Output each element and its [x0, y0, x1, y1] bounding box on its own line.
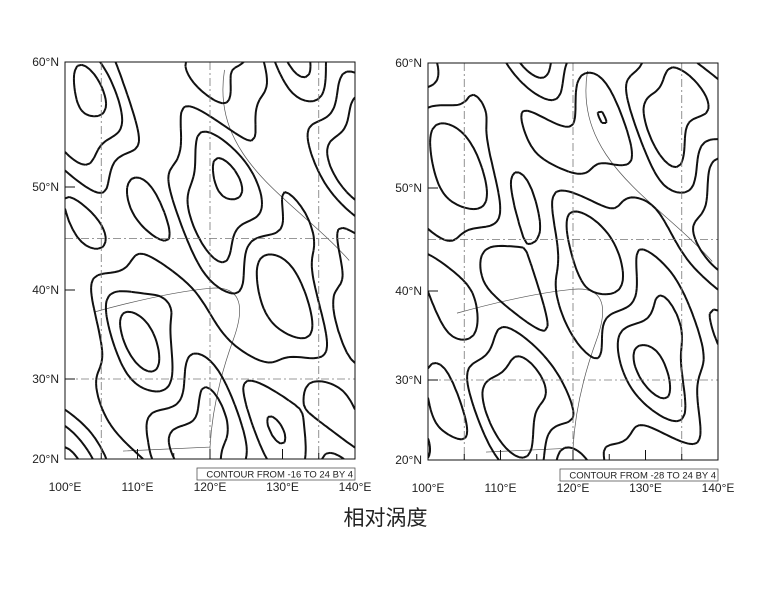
contour-info: CONTOUR FROM -16 TO 24 BY 4 [206, 470, 353, 481]
x-tick-label: 110°E [485, 481, 517, 495]
y-tick-label: 30°N [395, 373, 422, 387]
x-tick-label: 130°E [629, 481, 662, 495]
contour-line [65, 62, 312, 459]
contour-info-box [559, 468, 719, 482]
contour-info: CONTOUR FROM -28 TO 24 BY 4 [569, 471, 716, 482]
contour-line [596, 110, 672, 400]
y-tick-label: 20°N [395, 453, 422, 467]
x-tick-label: 120°E [557, 481, 590, 495]
map-panel-2: 100°E 110°E 120°E 130°E 140°E 20°N 30°N 40°N 50°… [395, 56, 734, 495]
y-tick-label: 60°N [395, 56, 422, 70]
y-tick-label: 40°N [395, 284, 422, 298]
figure-caption: 相对涡度 [343, 506, 428, 530]
contour-lines [65, 62, 355, 459]
y-tick-label: 40°N [32, 283, 59, 297]
y-tick-label: 60°N [32, 55, 59, 69]
contour-line [429, 63, 718, 459]
map-panel-1: 100°E 110°E 120°E 130°E 140°E 20°N 30°N 40°N 50°… [32, 55, 371, 494]
contour-info-box [196, 467, 356, 481]
contour-line [65, 62, 355, 459]
y-tick-label: 30°N [32, 372, 59, 386]
contour-line [428, 63, 718, 460]
x-tick-label: 140°E [339, 480, 372, 494]
x-tick-label: 110°E [122, 480, 154, 494]
x-tick-label: 130°E [266, 480, 299, 494]
contour-lines [428, 63, 718, 460]
contour-line [65, 62, 355, 459]
x-tick-label: 100°E [49, 480, 82, 494]
x-tick-label: 120°E [194, 480, 227, 494]
coastline [456, 288, 603, 453]
y-tick-label: 50°N [395, 181, 422, 195]
y-tick-label: 20°N [32, 452, 59, 466]
x-tick-label: 100°E [412, 481, 445, 495]
y-tick-label: 50°N [32, 180, 59, 194]
x-tick-label: 140°E [702, 481, 735, 495]
